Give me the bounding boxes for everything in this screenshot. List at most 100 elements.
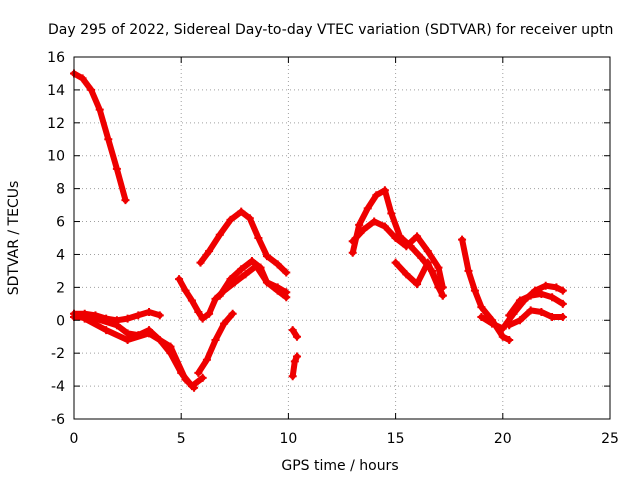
y-tick-label: 2: [56, 280, 65, 296]
y-tick-label: 8: [56, 182, 65, 198]
x-tick-label: 5: [177, 431, 186, 447]
series-s15: [477, 281, 567, 333]
data-point: [477, 303, 486, 312]
data-point: [123, 314, 132, 323]
data-point: [145, 329, 154, 338]
data-point: [348, 248, 357, 257]
y-tick-label: 12: [47, 116, 65, 132]
data-point: [355, 220, 364, 229]
data-point: [488, 319, 497, 328]
data-point: [413, 280, 422, 289]
data-point: [402, 270, 411, 279]
data-point: [262, 252, 271, 261]
data-point: [198, 373, 207, 382]
data-point: [205, 309, 214, 318]
data-point: [198, 314, 207, 323]
data-point: [273, 286, 282, 295]
x-ticks: 0 5 10 15 20 25: [70, 57, 619, 447]
data-point: [282, 293, 291, 302]
data-point: [391, 258, 400, 267]
data-point: [194, 368, 203, 377]
data-point: [262, 278, 271, 287]
data-point: [190, 383, 199, 392]
data-point: [228, 309, 237, 318]
x-axis-label: GPS time / hours: [281, 458, 398, 474]
data-point: [78, 74, 87, 83]
x-tick-label: 25: [601, 431, 619, 447]
y-tick-label: -2: [51, 346, 65, 362]
data-point: [245, 214, 254, 223]
data-point: [515, 316, 524, 325]
data-point: [175, 275, 184, 284]
x-tick-label: 0: [70, 431, 79, 447]
data-point: [104, 135, 113, 144]
data-point: [145, 308, 154, 317]
data-point: [134, 311, 143, 320]
data-point: [112, 321, 121, 330]
y-tick-label: -6: [51, 412, 65, 428]
series-s17: [505, 306, 567, 330]
data-point: [438, 291, 447, 300]
data-point: [237, 265, 246, 274]
series-s12: [348, 217, 447, 292]
data-point: [290, 357, 299, 366]
data-point: [505, 336, 514, 345]
data-point: [211, 336, 220, 345]
series-line: [216, 258, 290, 301]
data-point: [288, 372, 297, 381]
data-point: [247, 257, 256, 266]
data-point: [230, 278, 239, 287]
y-tick-label: -4: [51, 379, 65, 395]
data-point: [515, 296, 524, 305]
data-point: [391, 234, 400, 242]
series-line: [506, 290, 566, 319]
data-point: [548, 293, 557, 302]
y-tick-label: 16: [47, 50, 65, 66]
data-point: [215, 291, 224, 300]
series-line: [197, 208, 290, 276]
data-point: [288, 326, 297, 335]
data-point: [241, 270, 250, 279]
data-point: [292, 352, 301, 361]
series-s9: [288, 326, 301, 341]
data-point: [423, 247, 432, 256]
data-point: [220, 319, 229, 328]
data-point: [477, 312, 486, 321]
data-point: [181, 286, 190, 295]
data-point: [526, 306, 535, 315]
data-point: [552, 283, 561, 292]
y-tick-label: 14: [47, 83, 65, 99]
series-s16: [505, 289, 567, 320]
x-tick-label: 15: [387, 431, 405, 447]
data-point: [470, 286, 479, 295]
data-point: [380, 186, 389, 195]
data-point: [423, 258, 432, 267]
series-s7: [196, 207, 291, 277]
data-point: [537, 289, 546, 298]
series-s4: [80, 314, 199, 392]
data-point: [226, 215, 235, 224]
series-s5: [194, 309, 237, 377]
series-s8: [215, 257, 291, 302]
y-ticks: -6 -4 -2 0 2 4 6 8 10 12 14 16: [47, 50, 610, 428]
data-point: [215, 230, 224, 239]
data-point: [166, 342, 175, 351]
y-tick-label: 6: [56, 215, 65, 231]
series-layer: [70, 69, 567, 392]
data-point: [348, 237, 357, 246]
data-point: [558, 312, 567, 321]
data-point: [498, 324, 507, 333]
data-point: [372, 191, 381, 200]
series-line: [349, 218, 446, 291]
data-point: [205, 247, 214, 256]
series-s1: [70, 69, 130, 205]
data-point: [202, 355, 211, 364]
plot-frame: [73, 56, 611, 420]
series-s2: [70, 308, 164, 325]
data-point: [282, 268, 291, 277]
series-s10: [288, 352, 301, 381]
data-point: [237, 207, 246, 216]
data-point: [87, 85, 96, 94]
data-point: [112, 164, 121, 173]
data-point: [121, 196, 130, 205]
